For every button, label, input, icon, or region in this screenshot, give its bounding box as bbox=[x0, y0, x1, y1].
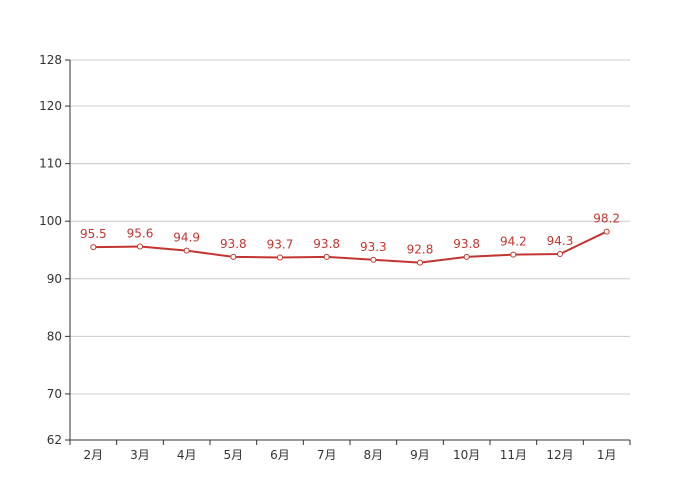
x-tick-label: 4月 bbox=[177, 448, 197, 462]
data-point-12月 bbox=[557, 251, 563, 258]
series-line bbox=[93, 230, 608, 264]
data-point-1月 bbox=[603, 228, 610, 235]
x-tick-label: 2月 bbox=[84, 448, 104, 462]
grid-lines bbox=[70, 59, 630, 441]
data-point-8月 bbox=[370, 256, 377, 263]
data-point-6月 bbox=[277, 254, 283, 261]
data-labels: 95.5 95.6 94.9 93.8 93.7 93.8 93.3 92.8 93.8 94.2… bbox=[80, 212, 620, 257]
y-tick-label: 80 bbox=[47, 329, 62, 343]
data-point-11月 bbox=[510, 251, 517, 258]
data-point-7月 bbox=[323, 253, 330, 260]
data-point-10月 bbox=[463, 253, 470, 260]
data-point-2月 bbox=[90, 244, 97, 251]
x-tick-label: 9月 bbox=[410, 448, 430, 462]
data-point-3月 bbox=[137, 243, 143, 250]
data-label: 95.6 bbox=[127, 227, 154, 241]
x-tick-label: 6月 bbox=[270, 448, 290, 462]
data-label: 95.5 bbox=[80, 227, 107, 241]
data-label: 94.2 bbox=[500, 235, 527, 249]
y-tick-label: 128 bbox=[39, 53, 62, 67]
y-tick-label: 120 bbox=[39, 99, 62, 113]
data-label: 93.8 bbox=[313, 237, 340, 251]
x-tick-label: 12月 bbox=[546, 448, 573, 462]
data-label: 93.7 bbox=[267, 237, 294, 251]
data-label: 92.8 bbox=[407, 243, 434, 257]
y-tick-label: 62 bbox=[47, 433, 62, 447]
x-tick-label: 10月 bbox=[453, 448, 480, 462]
axes: 62 70 80 90 100 110 120 128 2月 3月 4月 5月 6月 7月 8月 9月 10月 1… bbox=[39, 53, 631, 462]
data-label: 93.8 bbox=[220, 237, 247, 251]
y-tick-label: 70 bbox=[47, 387, 62, 401]
series-line-group bbox=[90, 228, 610, 266]
data-point-9月 bbox=[417, 259, 423, 266]
y-tick-label: 100 bbox=[39, 214, 62, 228]
data-label: 94.3 bbox=[547, 234, 574, 248]
x-tick-label: 8月 bbox=[364, 448, 384, 462]
x-tick-label: 11月 bbox=[500, 448, 527, 462]
data-point-4月 bbox=[183, 247, 190, 254]
data-label: 94.9 bbox=[173, 231, 200, 245]
x-tick-label: 7月 bbox=[317, 448, 337, 462]
x-tick-label: 5月 bbox=[224, 448, 244, 462]
data-label: 93.3 bbox=[360, 240, 387, 254]
y-tick-label: 90 bbox=[47, 272, 62, 286]
data-label: 93.8 bbox=[453, 237, 480, 251]
x-tick-label: 1月 bbox=[597, 448, 617, 462]
data-label: 98.2 bbox=[593, 212, 620, 226]
y-tick-label: 110 bbox=[39, 157, 62, 171]
data-point-5月 bbox=[230, 253, 237, 260]
x-tick-label: 3月 bbox=[130, 448, 150, 462]
